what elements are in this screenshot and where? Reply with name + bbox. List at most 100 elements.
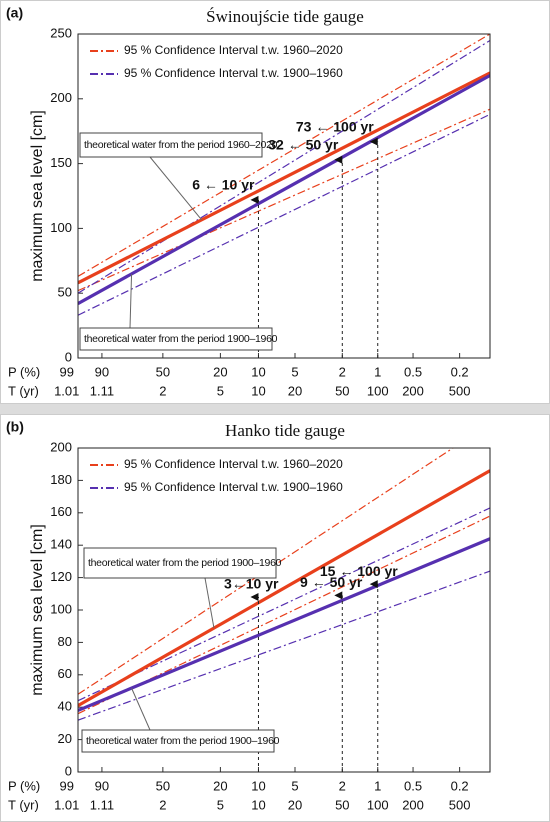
t-tick-label: 500: [449, 383, 471, 398]
confidence-upper: [78, 507, 490, 702]
legend-label: 95 % Confidence Interval t.w. 1900–1960: [124, 66, 343, 80]
x-tick-label: 99: [60, 364, 74, 379]
legend-label: 95 % Confidence Interval t.w. 1960–2020: [124, 43, 343, 57]
panel-label: (a): [6, 5, 23, 21]
t-tick-label: 100: [367, 797, 389, 812]
t-tick-label: 5: [217, 797, 224, 812]
y-tick-label: 50: [58, 285, 72, 300]
annotation-text: theoretical water from the period 1900–1…: [88, 557, 282, 569]
marker-label: 73 ← 100 yr: [296, 118, 374, 134]
y-tick-label: 100: [50, 601, 72, 616]
x-tick-label: 2: [339, 778, 346, 793]
y-tick-label: 140: [50, 537, 72, 552]
t-tick-label: 20: [288, 797, 302, 812]
marker-label: 32 ← 50 yr: [268, 136, 339, 152]
x-tick-label: 1: [374, 778, 381, 793]
y-tick-label: 160: [50, 504, 72, 519]
marker-label: 15 ← 100 yr: [320, 563, 398, 579]
y-tick-label: 20: [58, 731, 72, 746]
t-tick-label: 50: [335, 383, 349, 398]
t-tick-label: 2: [159, 797, 166, 812]
plot-lines: [78, 34, 490, 316]
marker-arrow: [250, 195, 259, 204]
theoretical-line: [78, 469, 490, 707]
theoretical-line: [78, 537, 490, 712]
y-tick-label: 40: [58, 699, 72, 714]
x-tick-label: 99: [60, 778, 74, 793]
x-tick-label: 50: [156, 778, 170, 793]
x-tick-label: 10: [251, 364, 265, 379]
confidence-upper: [78, 448, 455, 695]
confidence-upper: [78, 39, 490, 294]
annotation-box: [83, 547, 277, 579]
y-axis-label: maximum sea level [cm]: [29, 110, 46, 282]
x-tick-label: 2: [339, 364, 346, 379]
legend-label: 95 % Confidence Interval t.w. 1960–2020: [124, 457, 343, 471]
t-tick-label: 100: [367, 383, 389, 398]
x-tick-label: 0.5: [404, 778, 422, 793]
t-tick-label: 10: [251, 797, 265, 812]
panel-label: (b): [6, 419, 24, 435]
chart-title: Hanko tide gauge: [225, 421, 345, 440]
annotation-text: theoretical water from the period 1900–1…: [86, 735, 280, 747]
x-tick-label: 90: [95, 364, 109, 379]
confidence-lower: [78, 113, 490, 316]
t-tick-label: 200: [402, 383, 424, 398]
plot-frame: [77, 447, 491, 773]
confidence-lower: [78, 570, 490, 721]
x-axis-label: P (%): [8, 778, 40, 793]
y-tick-label: 0: [65, 349, 72, 364]
panel-border: [0, 414, 550, 822]
marker-arrow: [369, 580, 378, 589]
t-tick-label: 1.11: [90, 383, 114, 398]
x-tick-label: 0.2: [451, 778, 469, 793]
t-tick-label: 1.01: [54, 797, 79, 812]
annotation-leader: [204, 577, 215, 629]
annotation-text: theoretical water from the period 1960–2…: [84, 139, 278, 151]
t-tick-label: 10: [251, 383, 265, 398]
t-tick-label: 50: [335, 797, 349, 812]
y-tick-label: 250: [50, 25, 72, 40]
t-tick-label: 5: [217, 383, 224, 398]
confidence-lower: [78, 108, 490, 292]
y-tick-label: 100: [50, 220, 72, 235]
t-tick-label: 500: [449, 797, 471, 812]
x-tick-label: 90: [95, 778, 109, 793]
x-tick-label: 0.2: [451, 364, 469, 379]
x-tick-label: 20: [213, 364, 227, 379]
y-axis-label: maximum sea level [cm]: [29, 524, 46, 696]
annotation-box: [79, 132, 263, 158]
annotation-box: [81, 729, 275, 753]
y-tick-label: 80: [58, 634, 72, 649]
marker-arrow: [334, 591, 343, 600]
annotation-leader: [129, 273, 133, 329]
y-tick-label: 200: [50, 439, 72, 454]
theoretical-line: [78, 71, 490, 285]
marker-arrow: [250, 593, 259, 602]
theoretical-line: [78, 74, 490, 305]
t-axis-label: T (yr): [8, 797, 39, 812]
legend-label: 95 % Confidence Interval t.w. 1900–1960: [124, 480, 343, 494]
t-tick-label: 1.01: [54, 383, 79, 398]
plot-frame: [77, 33, 491, 359]
t-tick-label: 2: [159, 383, 166, 398]
y-tick-label: 150: [50, 155, 72, 170]
chart-title: Świnoujście tide gauge: [206, 7, 364, 26]
marker-label: 9 ← 50 yr: [300, 574, 363, 590]
x-tick-label: 10: [251, 778, 265, 793]
x-tick-label: 0.5: [404, 364, 422, 379]
annotation-leader: [149, 156, 202, 221]
annotation-text: theoretical water from the period 1900–1…: [84, 333, 278, 345]
x-tick-label: 5: [291, 364, 298, 379]
y-tick-label: 0: [65, 763, 72, 778]
x-tick-label: 5: [291, 778, 298, 793]
t-tick-label: 20: [288, 383, 302, 398]
marker-label: 3←10 yr: [224, 576, 279, 592]
marker-arrow: [369, 137, 378, 146]
marker-arrow: [334, 155, 343, 164]
t-tick-label: 1.11: [90, 797, 114, 812]
t-axis-label: T (yr): [8, 383, 39, 398]
marker-label: 6 ← 10 yr: [192, 177, 255, 193]
plot-lines: [78, 448, 490, 721]
